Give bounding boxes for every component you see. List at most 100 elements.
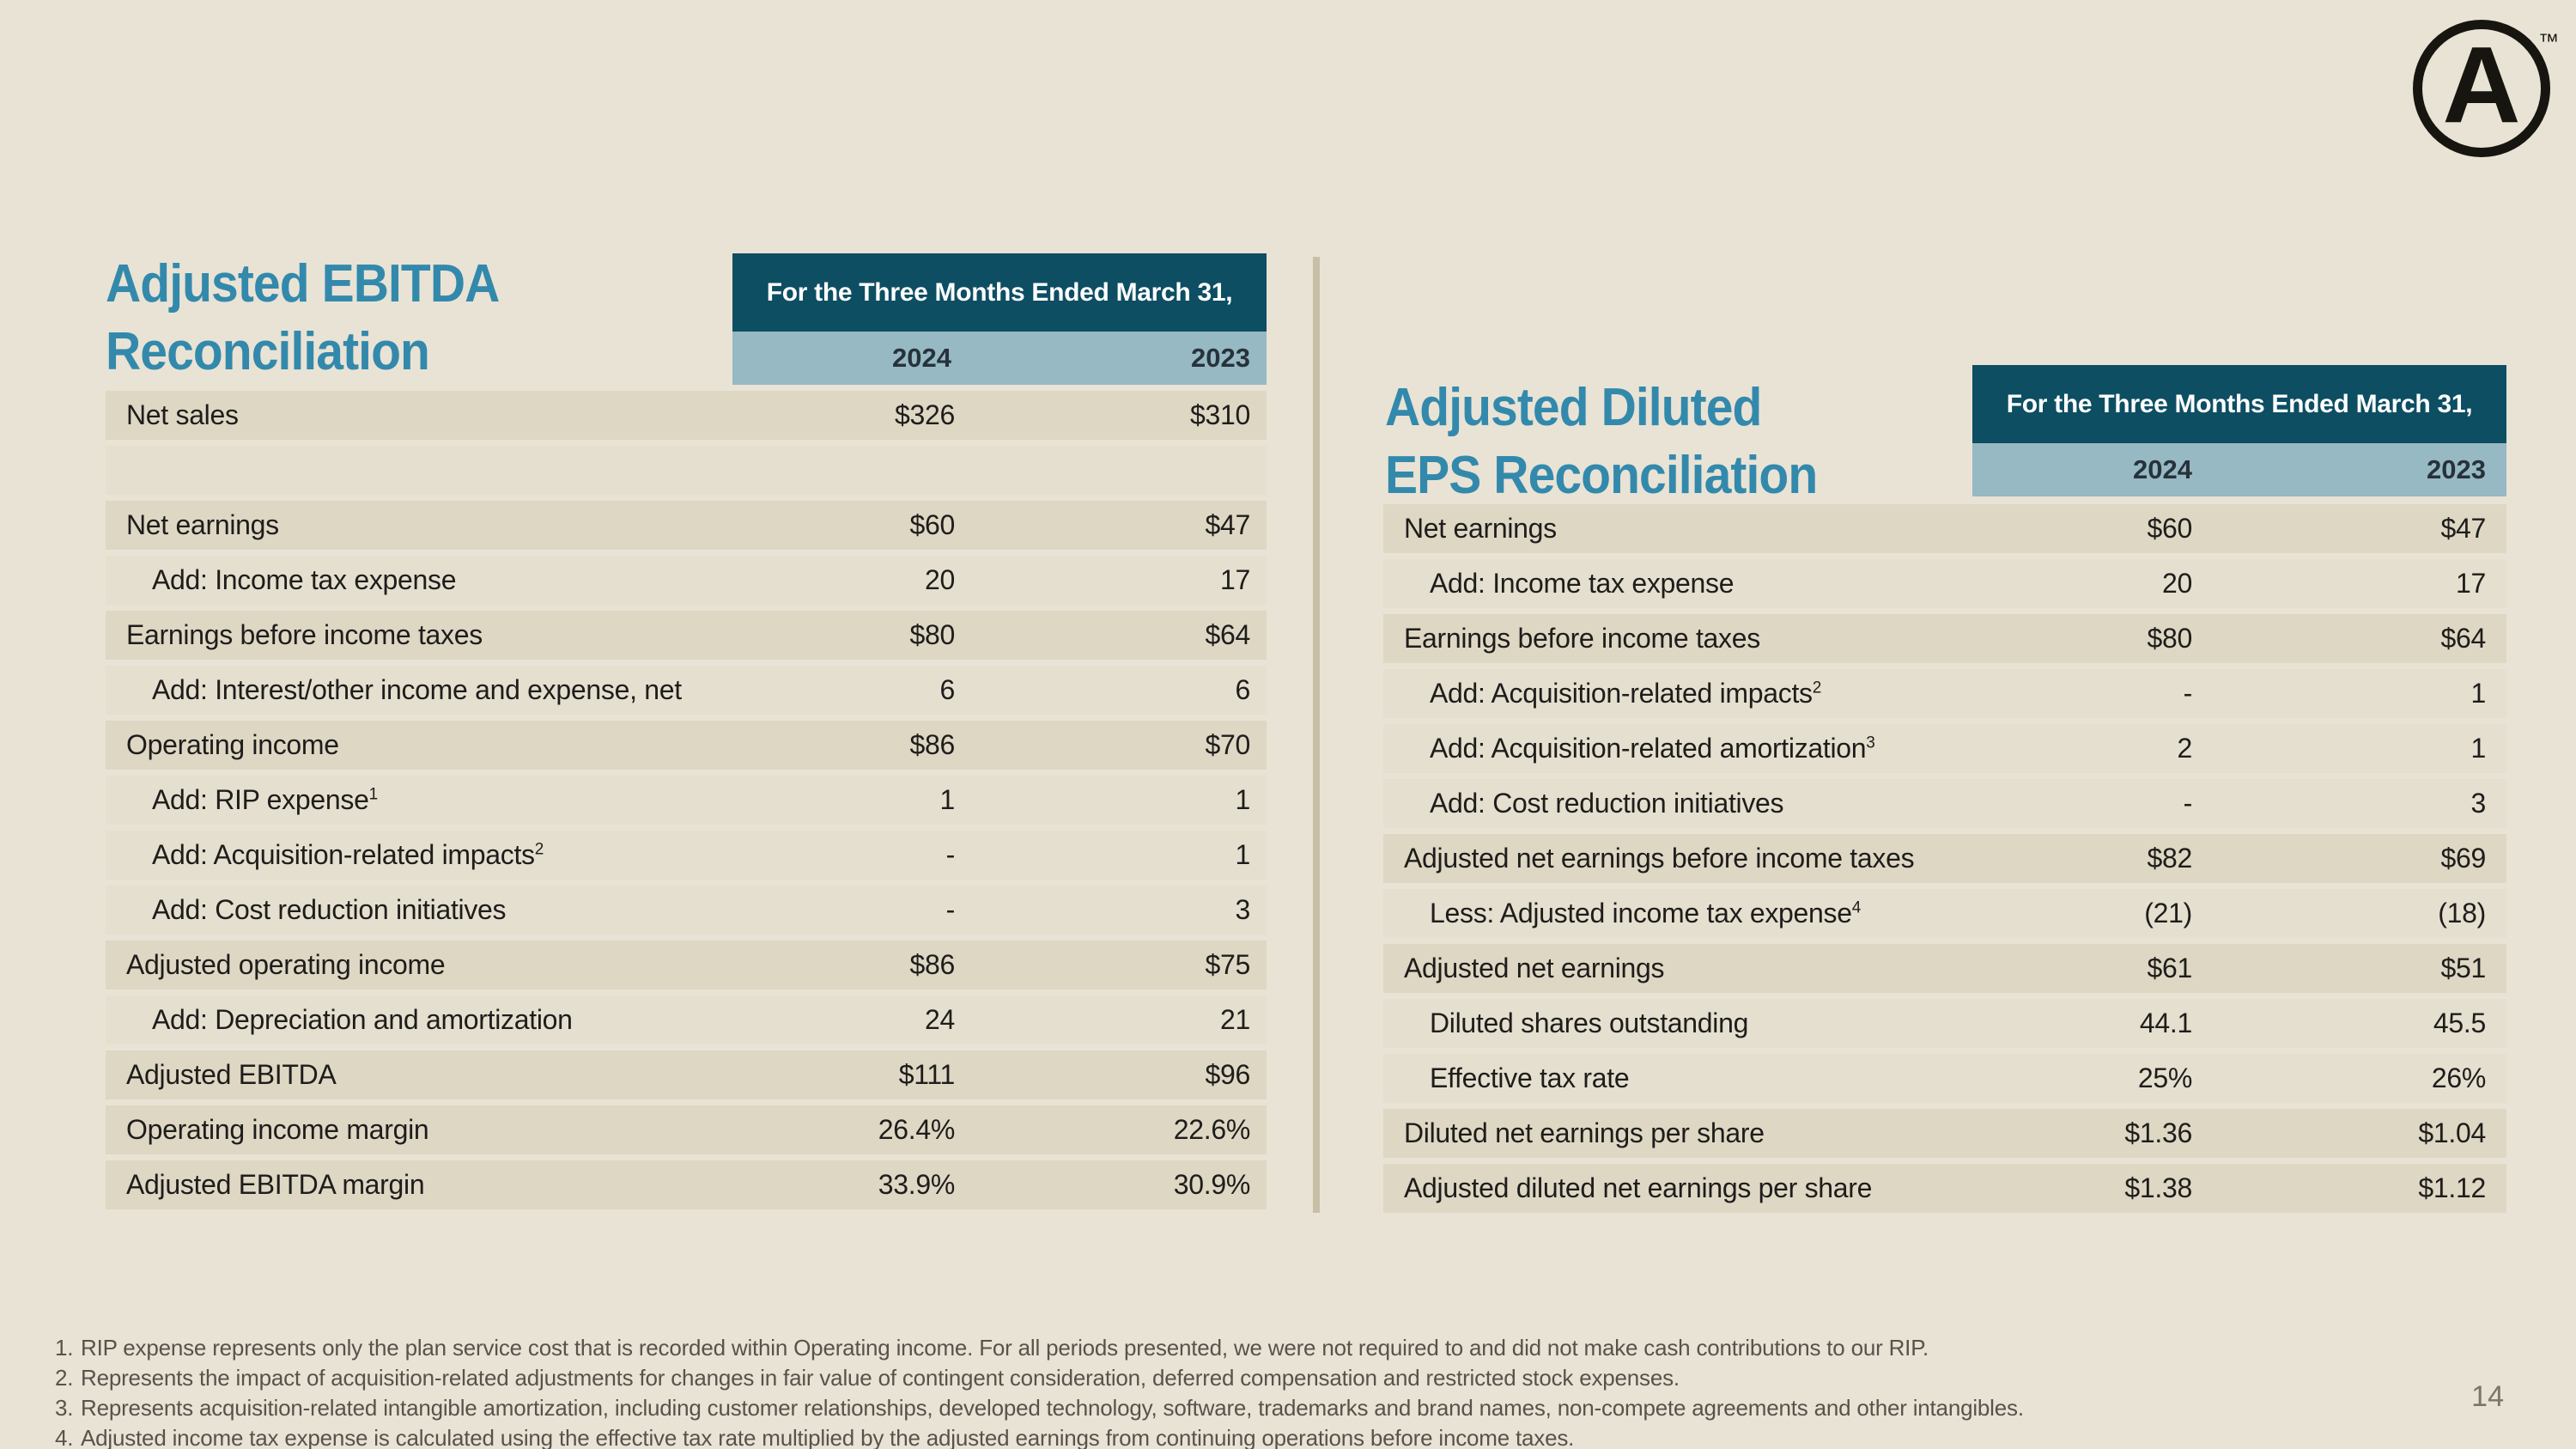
row-value-2024: 6 <box>939 674 956 705</box>
row-value-2023: 1 <box>2470 733 2487 764</box>
right-title-line2: EPS Reconciliation <box>1385 446 1818 505</box>
footnote-number: 4. <box>55 1425 74 1449</box>
row-label: Adjusted net earnings <box>1404 953 1665 983</box>
right-table-title: Adjusted Diluted EPS Reconciliation <box>1385 374 1818 509</box>
table-row: Add: Income tax expense 20 17 <box>1383 559 2506 608</box>
row-value-2024: 20 <box>925 564 955 595</box>
footnotes: 1. RIP expense represents only the plan s… <box>55 1333 2451 1449</box>
row-label: Earnings before income taxes <box>1404 623 1760 654</box>
row-value-2024: 25% <box>2137 1062 2192 1093</box>
row-value-2023: 1 <box>1235 784 1251 815</box>
row-label: Add: Acquisition-related impacts2 <box>1430 678 1822 709</box>
row-value-2023: $69 <box>2440 843 2487 874</box>
table-row: Less: Adjusted income tax expense4 (21) (1… <box>1383 889 2506 938</box>
row-value-2024: 26.4% <box>878 1114 956 1145</box>
footnote-reference: 1 <box>368 785 379 804</box>
row-value-2023: 3 <box>2470 788 2487 819</box>
row-value-2023: $1.12 <box>2418 1172 2486 1203</box>
table-row: Add: Cost reduction initiatives - 3 <box>1383 779 2506 828</box>
vertical-divider <box>1313 257 1320 1213</box>
table-row: Add: Depreciation and amortization 24 21 <box>106 995 1267 1044</box>
row-label: Add: Income tax expense <box>152 564 457 595</box>
right-period-header: For the Three Months Ended March 31, <box>1972 365 2506 443</box>
row-value-2024: $111 <box>898 1059 956 1090</box>
table-row: Effective tax rate 25% 26% <box>1383 1054 2506 1103</box>
footnote-number: 3. <box>55 1395 74 1421</box>
row-label: Adjusted EBITDA <box>126 1059 337 1090</box>
row-value-2024: 2 <box>2177 733 2193 764</box>
right-title-line1: Adjusted Diluted <box>1385 378 1762 437</box>
row-value-2023: $64 <box>2440 623 2487 654</box>
table-row: Adjusted EBITDA $111 $96 <box>106 1050 1267 1099</box>
row-label: Net sales <box>126 399 239 430</box>
row-value-2024: - <box>2183 678 2193 709</box>
row-value-2024: $80 <box>909 619 956 650</box>
footnote-reference: 3 <box>1866 734 1875 752</box>
footnote-number: 1. <box>55 1335 74 1361</box>
left-period-header: For the Three Months Ended March 31, <box>732 253 1267 332</box>
left-title-line1: Adjusted EBITDA <box>106 254 500 314</box>
row-label: Add: Income tax expense <box>1430 568 1735 599</box>
row-label: Add: Depreciation and amortization <box>152 1004 573 1035</box>
row-value-2023: 3 <box>1235 894 1251 925</box>
row-value-2024: $86 <box>909 729 956 760</box>
row-label: Add: Acquisition-related amortization3 <box>1430 733 1875 764</box>
right-table-header: For the Three Months Ended March 31, 202… <box>1972 365 2506 496</box>
right-table-rows: Net earnings $60 $47 Add: Income tax expens… <box>1383 498 2506 1213</box>
table-row: Add: Acquisition-related impacts2 - 1 <box>1383 669 2506 718</box>
row-value-2023: $75 <box>1205 949 1251 980</box>
table-row: Add: Acquisition-related amortization3 2 1 <box>1383 724 2506 773</box>
page-number: 14 <box>2471 1380 2504 1413</box>
table-row: Add: Income tax expense 20 17 <box>106 556 1267 605</box>
left-table-header: For the Three Months Ended March 31, 202… <box>732 253 1267 385</box>
right-col-2023: 2023 <box>2427 454 2486 484</box>
company-logo: A ™ <box>2413 20 2559 157</box>
left-col-2024: 2024 <box>892 343 951 373</box>
row-label: Diluted shares outstanding <box>1430 1008 1749 1038</box>
table-row: Earnings before income taxes $80 $64 <box>1383 614 2506 663</box>
footnote-reference: 2 <box>1812 679 1822 697</box>
row-label: Add: Cost reduction initiatives <box>1430 788 1784 819</box>
row-value-2023: 30.9% <box>1173 1169 1251 1200</box>
row-value-2024: $60 <box>909 509 956 540</box>
row-value-2024: $1.36 <box>2124 1117 2192 1148</box>
left-table-title: Adjusted EBITDA Reconciliation <box>106 250 500 386</box>
row-value-2023: $310 <box>1190 399 1250 430</box>
row-value-2023: $47 <box>1205 509 1251 540</box>
row-value-2023: $47 <box>2440 513 2487 544</box>
row-value-2024: $86 <box>909 949 956 980</box>
footnote: 3. Represents acquisition-related intangi… <box>55 1393 2451 1423</box>
left-title-line2: Reconciliation <box>106 322 430 381</box>
company-logo-icon: A <box>2413 20 2550 157</box>
row-label: Adjusted net earnings before income taxe… <box>1404 843 1915 874</box>
row-value-2024: (21) <box>2144 898 2192 928</box>
row-label: Less: Adjusted income tax expense4 <box>1430 898 1862 928</box>
footnote-text: RIP expense represents only the plan ser… <box>81 1335 1929 1361</box>
row-value-2024: $80 <box>2147 623 2193 654</box>
row-value-2023: 17 <box>2456 568 2486 599</box>
row-label: Net earnings <box>1404 513 1557 544</box>
row-value-2023: 17 <box>1220 564 1250 595</box>
row-label: Effective tax rate <box>1430 1062 1630 1093</box>
row-value-2024: 20 <box>2162 568 2192 599</box>
table-row: Diluted shares outstanding 44.1 45.5 <box>1383 999 2506 1048</box>
row-value-2023: 6 <box>1235 674 1251 705</box>
row-label: Add: Acquisition-related impacts2 <box>152 839 544 870</box>
row-value-2023: $64 <box>1205 619 1251 650</box>
table-row: Net sales $326 $310 <box>106 391 1267 440</box>
table-row: Net earnings $60 $47 <box>1383 504 2506 553</box>
row-value-2023: $70 <box>1205 729 1251 760</box>
right-col-2024: 2024 <box>2133 454 2192 484</box>
table-row: Adjusted diluted net earnings per share $… <box>1383 1164 2506 1213</box>
row-value-2023: $51 <box>2440 953 2487 983</box>
row-value-2024: $326 <box>895 399 955 430</box>
table-row: Operating income $86 $70 <box>106 721 1267 770</box>
row-label: Operating income margin <box>126 1114 429 1145</box>
row-label: Operating income <box>126 729 339 760</box>
table-row: Adjusted net earnings before income taxe… <box>1383 834 2506 883</box>
row-value-2023: 45.5 <box>2433 1008 2486 1038</box>
row-value-2024: $1.38 <box>2124 1172 2192 1203</box>
row-value-2023: (18) <box>2438 898 2486 928</box>
row-value-2024: $82 <box>2147 843 2193 874</box>
